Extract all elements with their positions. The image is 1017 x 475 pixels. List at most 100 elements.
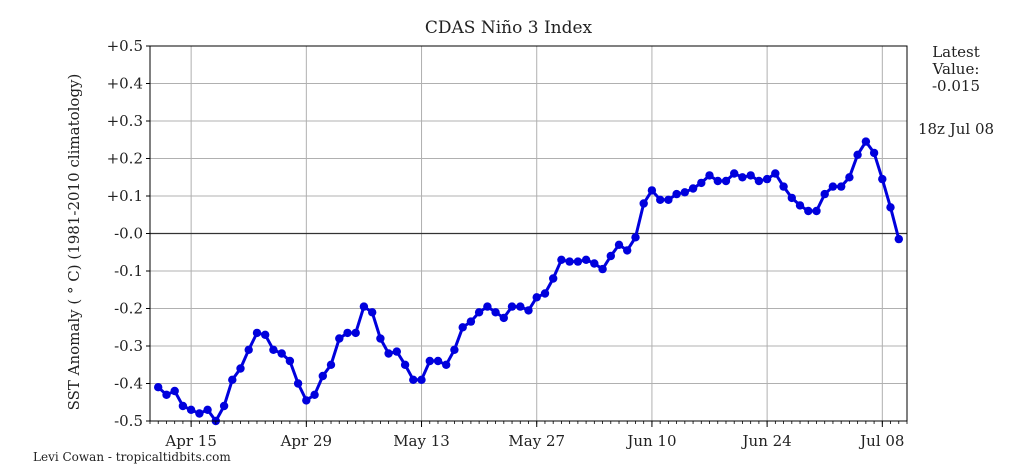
data-point [384, 349, 393, 358]
data-point [335, 334, 344, 343]
data-point [219, 401, 229, 411]
data-point [228, 375, 237, 384]
data-point [252, 328, 262, 338]
series-line [157, 140, 901, 423]
data-point [195, 409, 204, 418]
data-point [417, 375, 426, 384]
data-point [590, 259, 599, 268]
y-tick-label: +0.5 [107, 37, 143, 55]
data-point [540, 289, 550, 298]
y-tick-label: -0.3 [114, 337, 143, 355]
data-point [697, 178, 706, 188]
data-point [730, 169, 739, 178]
latest-value: -0.015 [931, 77, 980, 95]
data-point [269, 345, 278, 354]
data-point [606, 251, 615, 261]
data-point [812, 206, 821, 216]
y-tick-label: -0.2 [114, 300, 143, 318]
data-point [326, 360, 336, 369]
x-tick-label: May 13 [393, 432, 450, 450]
data-point [491, 308, 500, 317]
y-tick-label: +0.2 [107, 150, 143, 168]
data-point [746, 171, 755, 180]
data-point [425, 356, 434, 366]
data-point [762, 174, 772, 184]
data-point [318, 371, 327, 381]
latest-value-label-2: Value: [932, 60, 980, 78]
data-point [400, 360, 410, 369]
latest-value-box: Latest Value: -0.015 [912, 44, 1000, 95]
data-point [713, 176, 722, 186]
data-point [845, 173, 854, 182]
data-point [368, 308, 377, 317]
data-point [894, 234, 903, 244]
data-point [458, 323, 467, 332]
data-point [869, 148, 879, 158]
data-point [351, 328, 360, 338]
data-point [507, 302, 517, 311]
x-tick-label: Jun 24 [741, 432, 792, 450]
data-point [343, 328, 352, 338]
data-point [656, 195, 665, 204]
data-point [359, 302, 369, 311]
data-point [647, 186, 657, 195]
data-point [186, 405, 196, 414]
y-axis-label: SST Anomaly ( ° C) (1981-2010 climatolog… [65, 73, 83, 411]
data-point [738, 173, 747, 182]
y-tick-label: -0.4 [114, 375, 143, 393]
data-point [614, 240, 624, 249]
data-point [631, 233, 640, 242]
data-point [705, 171, 714, 180]
data-point [483, 302, 492, 311]
data-point [433, 356, 443, 366]
data-point [178, 401, 188, 411]
data-point [623, 246, 632, 255]
data-point [499, 313, 508, 323]
data-point [598, 264, 607, 274]
credit-text: Levi Cowan - tropicaltidbits.com [33, 450, 231, 464]
y-tick-label: -0.5 [114, 412, 143, 430]
data-point [672, 189, 681, 199]
data-point [688, 184, 698, 193]
data-point [795, 201, 805, 210]
data-point [310, 390, 319, 399]
data-point [516, 302, 525, 311]
data-point [820, 189, 829, 199]
data-point [524, 306, 533, 315]
data-point [721, 176, 731, 186]
y-tick-label: +0.1 [107, 187, 143, 205]
data-point [392, 347, 401, 356]
x-tick-label: Jun 10 [625, 432, 676, 450]
data-point [376, 334, 385, 343]
data-point [779, 182, 788, 191]
data-point [170, 386, 179, 396]
data-point [261, 330, 270, 339]
data-point [664, 195, 673, 204]
data-point [285, 356, 295, 366]
data-point [804, 206, 813, 216]
data-point [474, 308, 484, 317]
data-point [837, 182, 846, 191]
data-point [573, 257, 583, 266]
data-point [162, 390, 171, 399]
data-point [639, 199, 648, 208]
y-tick-label: +0.4 [107, 75, 143, 93]
data-point [680, 188, 689, 197]
data-point [549, 274, 558, 283]
x-tick-label: Apr 29 [280, 432, 332, 450]
data-point [828, 182, 838, 191]
data-point [581, 255, 591, 264]
data-point [244, 345, 253, 354]
data-point [442, 360, 451, 369]
data-point [878, 174, 887, 184]
data-point [293, 379, 303, 388]
data-point [853, 150, 862, 159]
data-point [236, 364, 245, 373]
axis-layer: +0.5 +0.4 +0.3 +0.2 +0.1 -0.0 -0.1 -0.2 -0.3 -0.4… [107, 37, 908, 450]
x-tick-label: Apr 15 [164, 432, 216, 450]
data-point [771, 169, 780, 178]
data-point [277, 349, 286, 358]
data-point [886, 203, 895, 212]
data-point [532, 293, 541, 302]
data-point [450, 345, 459, 354]
